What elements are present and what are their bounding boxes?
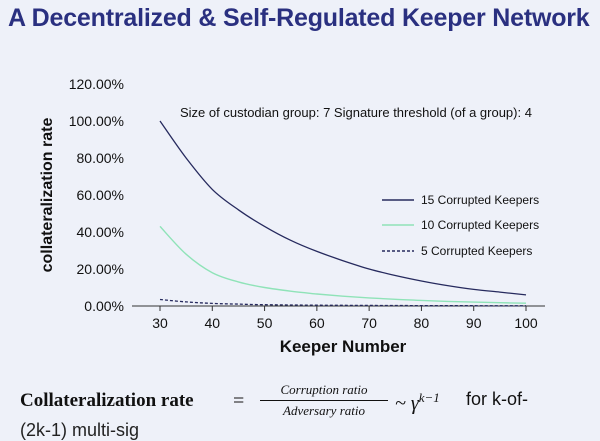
plot-area bbox=[132, 84, 545, 306]
y-tick-label: 120.00% bbox=[69, 76, 124, 92]
y-tick-label: 20.00% bbox=[77, 261, 124, 277]
y-tick-label: 40.00% bbox=[77, 224, 124, 240]
x-axis-title: Keeper Number bbox=[280, 337, 407, 356]
x-tick-label: 40 bbox=[204, 315, 220, 331]
series-line-1 bbox=[159, 120, 527, 296]
slide-title: A Decentralized & Self-Regulated Keeper … bbox=[8, 4, 590, 32]
formula-suffix-line2: (2k-1) multi-sig bbox=[20, 420, 140, 440]
formula-fraction: Corruption ratio Adversary ratio bbox=[260, 382, 388, 419]
x-tick-label: 30 bbox=[152, 315, 168, 331]
formula-numerator: Corruption ratio bbox=[260, 382, 388, 401]
chart-annotation: Size of custodian group: 7 Signature thr… bbox=[180, 105, 532, 120]
formula-equals: = bbox=[233, 390, 245, 412]
x-tick-label: 90 bbox=[466, 315, 482, 331]
y-tick-label: 0.00% bbox=[84, 298, 124, 314]
formula-suffix: for k-of- bbox=[466, 389, 529, 409]
y-axis-title: collateralization rate bbox=[39, 118, 56, 273]
x-tick-label: 50 bbox=[257, 315, 273, 331]
x-tick-label: 70 bbox=[361, 315, 377, 331]
formula-denominator: Adversary ratio bbox=[283, 403, 365, 418]
legend-label-3: 5 Corrupted Keepers bbox=[421, 244, 532, 258]
formula-approx: ~ γk−1 bbox=[395, 390, 440, 416]
formula-label: Collateralization rate bbox=[20, 390, 194, 411]
x-tick-label: 80 bbox=[414, 315, 430, 331]
formula-gamma: ~ γ bbox=[395, 392, 419, 415]
series-line-2 bbox=[159, 225, 527, 304]
x-tick-label: 100 bbox=[514, 315, 538, 331]
formula: Collateralization rate = Corruption rati… bbox=[20, 380, 600, 440]
y-tick-label: 80.00% bbox=[77, 150, 124, 166]
legend-label-2: 10 Corrupted Keepers bbox=[421, 218, 539, 232]
y-tick-label: 60.00% bbox=[77, 187, 124, 203]
chart: 30 40 50 60 70 80 90 100 0.00% 20.00% 40.00% 60.00%… bbox=[39, 76, 545, 356]
y-tick-label: 100.00% bbox=[69, 113, 124, 129]
series-line-3 bbox=[159, 298, 526, 307]
x-tick-label: 60 bbox=[309, 315, 325, 331]
formula-exponent: k−1 bbox=[418, 390, 440, 405]
legend-label-1: 15 Corrupted Keepers bbox=[421, 193, 539, 207]
